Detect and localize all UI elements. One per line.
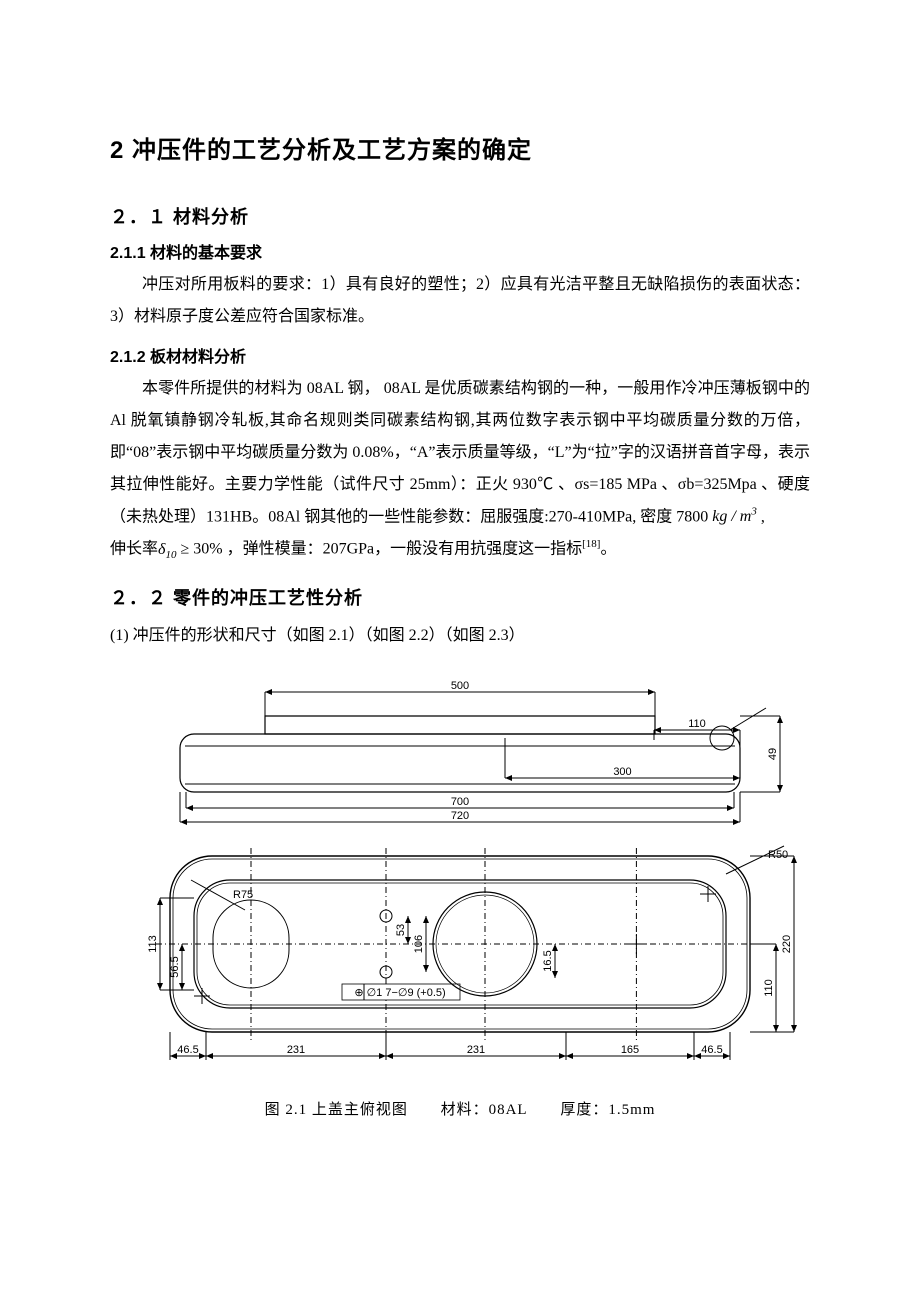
svg-text:700: 700	[451, 796, 469, 808]
svg-text:⊕ ∅1 7−∅9 (+0.5): ⊕ ∅1 7−∅9 (+0.5)	[354, 987, 445, 999]
figure-2-1: 500 700 720 300 110 49 R75 53 106 ⊕ ∅1 7−∅9 (+0.5…	[110, 666, 810, 1119]
caption-material: 材料：08AL	[441, 1098, 528, 1119]
svg-text:53: 53	[395, 924, 407, 936]
heading-2-1: ２．１ 材料分析	[110, 203, 810, 229]
para-text: 本零件所提供的材料为 08AL 钢， 08AL 是优质碳素结构钢的一种，一般用作…	[110, 380, 810, 525]
para-text-tail: ,	[757, 508, 765, 525]
svg-text:16.5: 16.5	[542, 950, 554, 971]
citation-sup: [18]	[582, 538, 600, 550]
svg-text:R75: R75	[233, 889, 253, 901]
para-text: 。	[600, 541, 616, 558]
heading-2-1-1: 2.1.1 材料的基本要求	[110, 239, 810, 263]
svg-text:56.5: 56.5	[169, 956, 181, 977]
svg-text:300: 300	[613, 766, 631, 778]
svg-text:46.5: 46.5	[177, 1044, 198, 1056]
unit-kg-m3: kg / m3	[712, 508, 757, 525]
ge30: ≥ 30%	[176, 541, 226, 558]
technical-drawing-svg: 500 700 720 300 110 49 R75 53 106 ⊕ ∅1 7−∅9 (+0.5…	[110, 666, 810, 1076]
document-page: 2 冲压件的工艺分析及工艺方案的确定 ２．１ 材料分析 2.1.1 材料的基本要…	[0, 0, 920, 1209]
para-text: ，弹性模量：207GPa，一般没有用抗强度这一指标	[227, 541, 583, 558]
svg-text:720: 720	[451, 810, 469, 822]
svg-text:165: 165	[621, 1044, 639, 1056]
svg-text:113: 113	[147, 935, 159, 953]
caption-fig-number: 图 2.1 上盖主俯视图	[265, 1098, 408, 1119]
svg-text:500: 500	[451, 680, 469, 692]
para-2-1-2-a: 本零件所提供的材料为 08AL 钢， 08AL 是优质碳素结构钢的一种，一般用作…	[110, 373, 810, 533]
caption-thickness: 厚度：1.5mm	[560, 1098, 655, 1119]
svg-text:110: 110	[688, 718, 706, 730]
svg-text:231: 231	[287, 1044, 305, 1056]
para-2-1-2-b: 伸长率δ10 ≥ 30% ，弹性模量：207GPa，一般没有用抗强度这一指标[1…	[110, 533, 810, 566]
svg-text:46.5: 46.5	[701, 1044, 722, 1056]
svg-text:220: 220	[781, 935, 793, 953]
symbol-delta: δ10	[158, 541, 176, 558]
figure-caption: 图 2.1 上盖主俯视图 材料：08AL 厚度：1.5mm	[110, 1098, 810, 1119]
svg-text:R50: R50	[768, 849, 788, 861]
heading-chapter-2: 2 冲压件的工艺分析及工艺方案的确定	[110, 130, 810, 165]
svg-text:49: 49	[767, 748, 779, 760]
svg-text:106: 106	[413, 935, 425, 953]
para-text: 伸长率	[110, 541, 158, 558]
svg-text:231: 231	[467, 1044, 485, 1056]
para-2-1-1: 冲压对所用板料的要求：1）具有良好的塑性；2）应具有光洁平整且无缺陷损伤的表面状…	[110, 269, 810, 333]
para-2-2-line1: (1) 冲压件的形状和尺寸（如图 2.1）（如图 2.2）（如图 2.3）	[110, 620, 810, 652]
heading-2-1-2: 2.1.2 板材材料分析	[110, 343, 810, 367]
heading-2-2: ２．２ 零件的冲压工艺性分析	[110, 584, 810, 610]
svg-text:110: 110	[763, 979, 775, 997]
